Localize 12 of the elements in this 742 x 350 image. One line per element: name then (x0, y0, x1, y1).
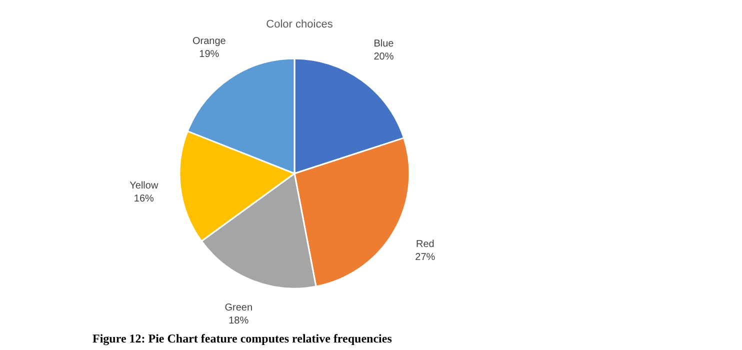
slice-label: Red (416, 238, 434, 250)
slice-label: Yellow (130, 180, 159, 192)
slice-label: Orange (192, 36, 226, 47)
data-label: 27% (415, 252, 436, 263)
data-label: 16% (134, 194, 154, 205)
data-label: 18% (228, 316, 249, 327)
data-label: 20% (374, 52, 394, 63)
chart-title: Color choices (266, 18, 334, 30)
caption: Figure 12: Pie Chart feature computes relative frequencies (92, 332, 392, 346)
slice-label: Blue (374, 38, 394, 50)
data-label: 19% (199, 48, 220, 60)
slice-label: Green (224, 302, 253, 314)
